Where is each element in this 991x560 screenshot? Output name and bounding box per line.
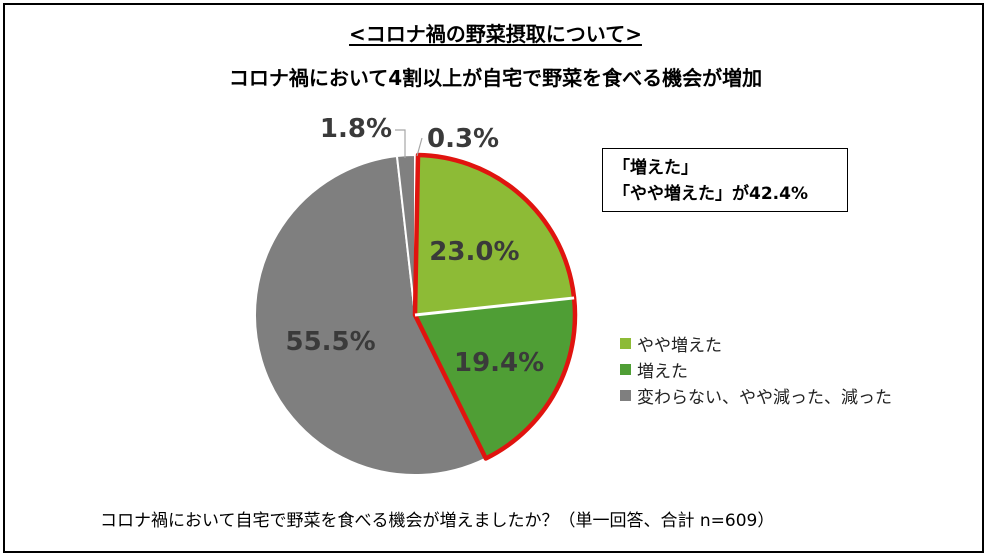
chart-subtitle: コロナ禍において4割以上が自宅で野菜を食べる機会が増加 <box>228 66 763 90</box>
data-label-slice-kawaranai: 55.5% <box>285 327 375 357</box>
callout-line-2: 「やや増えた」が42.4% <box>613 184 808 204</box>
legend-item: 増えた <box>620 356 892 382</box>
slice-divider <box>414 296 575 317</box>
legend: やや増えた 増えた 変わらない、やや減った、減った <box>620 330 892 408</box>
legend-label: 増えた <box>637 361 688 382</box>
legend-item: やや増えた <box>620 330 892 356</box>
callout-box: 「増えた」 「やや増えた」が42.4% <box>602 148 848 212</box>
chart-frame <box>3 3 984 553</box>
data-label-slice-0-3: 0.3% <box>427 124 499 154</box>
leader-line-1-8 <box>395 129 406 158</box>
legend-swatch-fueta <box>620 363 631 375</box>
callout-line-1: 「増えた」 <box>613 158 698 178</box>
data-label-slice-1-8: 1.8% <box>320 114 392 144</box>
data-label-slice-yaya-fueta: 23.0% <box>429 237 519 267</box>
pie-slice-1-8 <box>395 153 416 316</box>
legend-label: やや増えた <box>637 335 722 356</box>
chart-title: <コロナ禍の野菜摂取について> <box>349 22 642 46</box>
data-label-slice-fueta: 19.4% <box>454 348 544 378</box>
highlight-outline <box>412 152 578 461</box>
legend-label: 変わらない、やや減った、減った <box>637 387 892 408</box>
pie-slice-yaya-fueta <box>413 154 576 317</box>
pie-slice-kawaranai <box>254 154 488 476</box>
legend-swatch-yaya-fueta <box>620 337 631 349</box>
footnote: コロナ禍において自宅で野菜を食べる機会が増えましたか？（単一回答、合計 n=60… <box>100 511 775 531</box>
legend-swatch-other <box>620 389 631 401</box>
legend-item: 変わらない、やや減った、減った <box>620 382 892 408</box>
leader-line-0-3 <box>416 137 423 157</box>
